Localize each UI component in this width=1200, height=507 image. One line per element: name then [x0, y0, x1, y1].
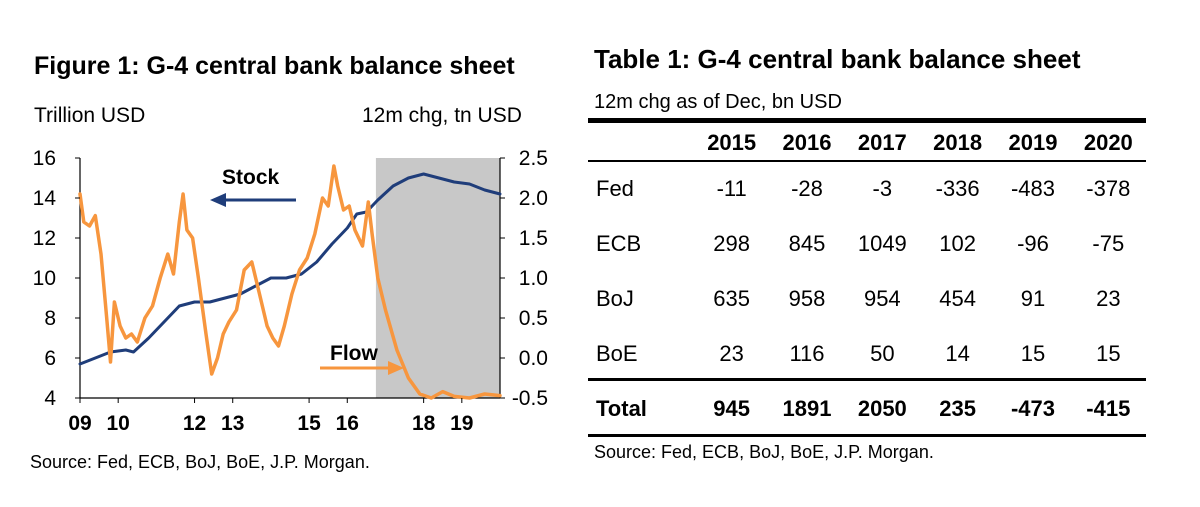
left-tick-label: 4: [44, 387, 56, 410]
table-cell: 50: [870, 340, 895, 366]
table-cell: -378: [1086, 175, 1131, 201]
table-source: Source: Fed, ECB, BoJ, BoE, J.P. Morgan.: [594, 442, 934, 462]
row-label: Fed: [596, 175, 634, 201]
stock-annotation-label: Stock: [222, 166, 280, 189]
table-cell: -11: [716, 175, 747, 201]
balance-sheet-table: 2015 2016 2017 2018 2019 2020 Fed -11 -2…: [588, 125, 1146, 437]
x-tick-label: 13: [221, 412, 244, 435]
stock-arrow-head: [210, 193, 226, 207]
figure-title: Figure 1: G-4 central bank balance sheet: [34, 52, 515, 80]
table-cell: 15: [1020, 340, 1046, 366]
x-tick-label: 18: [412, 412, 436, 435]
table-cell: 454: [939, 285, 976, 311]
table-row: ECB 298 845 1049 102 -96 -75: [588, 216, 1146, 271]
table-row: BoJ 635 958 954 454 91 23: [588, 271, 1146, 326]
table-subtitle: 12m chg as of Dec, bn USD: [594, 91, 842, 113]
table-header-row: 2015 2016 2017 2018 2019 2020: [588, 125, 1146, 161]
series-line-stock: [78, 172, 502, 366]
left-tick-label: 10: [33, 267, 56, 290]
column-header: 2020: [1083, 130, 1133, 155]
left-axis-unit: Trillion USD: [34, 104, 146, 127]
table-cell: 1049: [857, 230, 907, 256]
series-line-flow: [78, 164, 502, 400]
table-cell: -415: [1086, 396, 1131, 421]
table-cell: -28: [791, 175, 823, 201]
table-cell: 845: [788, 230, 826, 256]
table-cell: -75: [1092, 230, 1125, 256]
right-tick-label: 2.5: [519, 147, 548, 170]
x-tick-label: 09: [68, 412, 91, 435]
x-tick-label: 15: [297, 412, 321, 435]
table-header-rule: [588, 160, 1146, 162]
flow-annotation-label: Flow: [330, 342, 378, 365]
table-cell: -96: [1017, 230, 1049, 256]
table-cell: 298: [713, 230, 751, 256]
table-cell: -483: [1010, 175, 1055, 201]
table-cell: 945: [713, 396, 751, 421]
table-cell: 954: [863, 285, 901, 311]
column-header: 2016: [782, 130, 832, 155]
left-tick-label: 8: [44, 307, 56, 330]
shaded-forecast-region: [375, 158, 500, 398]
right-tick-label: 2.0: [519, 187, 548, 210]
flow-arrow-head: [388, 361, 404, 375]
table-cell: 14: [945, 340, 970, 366]
x-tick-label: 16: [336, 412, 359, 435]
table-top-rule: [588, 118, 1146, 123]
balance-sheet-chart: Stock Flow 4 6 8 10 12 14 16 -0.5 0.0 0.5 1.0 1.5 2.…: [33, 147, 548, 435]
x-tick-label: 10: [107, 412, 130, 435]
table-total-rule: [588, 378, 1146, 381]
table-cell: -473: [1010, 396, 1055, 421]
row-label: BoJ: [596, 285, 634, 311]
figure-source: Source: Fed, ECB, BoJ, BoE, J.P. Morgan.: [30, 452, 370, 472]
table-cell: 23: [719, 340, 744, 366]
table-cell: 1891: [782, 396, 832, 421]
table-cell: 102: [939, 230, 976, 256]
right-axis-unit: 12m chg, tn USD: [362, 104, 522, 127]
row-label-header: [588, 125, 694, 161]
column-header: 2019: [1008, 130, 1058, 155]
row-label: ECB: [596, 230, 642, 256]
table-bottom-rule: [588, 434, 1146, 437]
x-tick-label: 12: [183, 412, 206, 435]
column-header: 2015: [707, 130, 757, 155]
right-tick-label: 1.0: [519, 267, 548, 290]
x-tick-label: 19: [450, 412, 473, 435]
total-row: Total 945 1891 2050 235 -473 -415: [588, 381, 1146, 437]
table-cell: 116: [789, 340, 825, 366]
table-cell: 2050: [857, 396, 907, 421]
right-tick-label: -0.5: [512, 387, 548, 410]
left-tick-label: 6: [44, 347, 56, 370]
right-tick-label: 1.5: [519, 227, 548, 250]
right-tick-label: 0.0: [519, 347, 548, 370]
table-cell: 91: [1020, 285, 1046, 311]
table-row: BoE 23 116 50 14 15 15: [588, 326, 1146, 381]
column-header: 2017: [857, 130, 907, 155]
table-cell: 635: [713, 285, 751, 311]
left-tick-label: 16: [33, 147, 56, 170]
table-cell: 235: [939, 396, 976, 421]
table-row: Fed -11 -28 -3 -336 -483 -378: [588, 161, 1146, 216]
table-title: Table 1: G-4 central bank balance sheet: [594, 44, 1081, 74]
table-cell: 15: [1096, 340, 1121, 366]
row-label: Total: [596, 396, 647, 421]
column-header: 2018: [933, 130, 983, 155]
table-cell: -3: [872, 175, 893, 201]
left-tick-label: 14: [33, 187, 57, 210]
left-tick-label: 12: [33, 227, 56, 250]
table-cell: 23: [1096, 285, 1121, 311]
table-cell: -336: [935, 175, 980, 201]
right-tick-label: 0.5: [519, 307, 548, 330]
row-label: BoE: [596, 340, 638, 366]
table-cell: 958: [788, 285, 826, 311]
